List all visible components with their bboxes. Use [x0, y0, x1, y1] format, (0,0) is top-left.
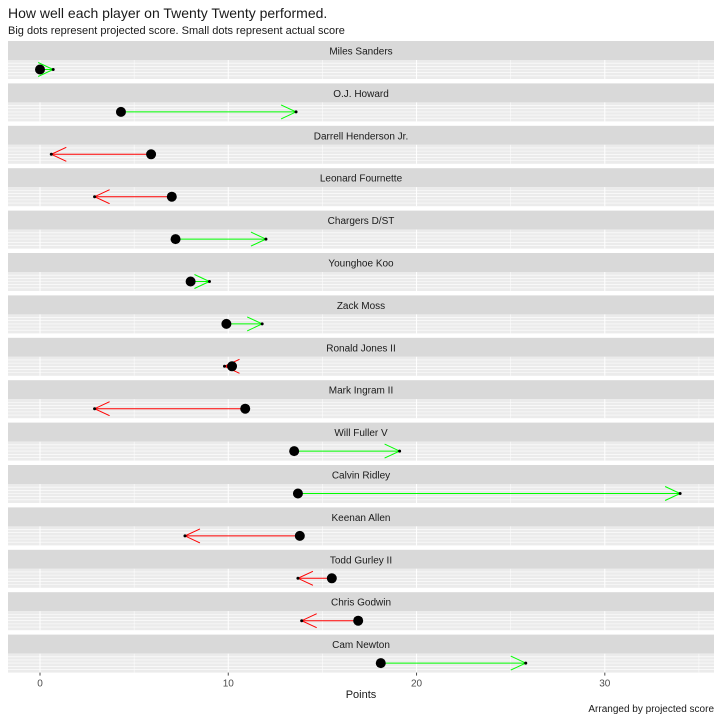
facet-label: Zack Moss — [337, 301, 385, 312]
facet-strip — [8, 168, 714, 188]
projected-score-dot — [35, 64, 46, 75]
facet-label: Cam Newton — [332, 640, 390, 651]
projected-score-dot — [326, 573, 337, 584]
facet-label: Younghoe Koo — [328, 259, 394, 270]
facet-label: Will Fuller V — [334, 428, 388, 439]
facet-label: Keenan Allen — [332, 513, 391, 524]
facet-label: Leonard Fournette — [320, 174, 403, 185]
facet-strip — [8, 634, 714, 654]
facet-label: Calvin Ridley — [332, 471, 390, 482]
facet-label: Darrell Henderson Jr. — [314, 131, 408, 142]
facet-panels: Miles Sanders O.J. Howard Darrell Henderso… — [8, 41, 714, 673]
facet-strip — [8, 549, 714, 569]
projected-score-dot — [240, 403, 251, 414]
actual-score-dot — [49, 152, 53, 156]
actual-score-dot — [207, 280, 211, 283]
projected-score-dot — [185, 276, 196, 287]
facet-strip — [8, 83, 714, 103]
facet-strip — [8, 295, 714, 315]
x-tick-label: 0 — [37, 679, 43, 690]
x-axis-title: Points — [346, 689, 377, 701]
facet-strip — [8, 337, 714, 357]
chart-caption: Arranged by projected score — [588, 704, 714, 715]
facet-strip — [8, 422, 714, 442]
facet-panel: Will Fuller V — [8, 422, 714, 461]
x-tick-label: 20 — [411, 679, 423, 690]
projected-score-dot — [115, 106, 126, 117]
projected-score-dot — [221, 318, 232, 329]
actual-score-dot — [296, 576, 300, 580]
facet-panel: Todd Gurley II — [8, 549, 714, 588]
projected-score-dot — [375, 658, 386, 669]
actual-score-dot — [264, 237, 268, 241]
facet-panel: Cam Newton — [8, 634, 714, 673]
facet-label: Todd Gurley II — [330, 555, 392, 566]
facet-panel: Darrell Henderson Jr. — [8, 125, 714, 164]
actual-score-dot — [524, 661, 528, 665]
x-tick-label: 30 — [599, 679, 611, 690]
actual-score-dot — [398, 449, 402, 453]
facet-strip — [8, 41, 714, 60]
facet-strip — [8, 125, 714, 145]
actual-score-dot — [93, 195, 97, 199]
facet-label: Chargers D/ST — [328, 216, 395, 227]
facet-label: Ronald Jones II — [326, 343, 396, 354]
projected-score-dot — [170, 234, 181, 245]
facet-panel: Chargers D/ST — [8, 210, 714, 249]
facet-label: Chris Godwin — [331, 598, 391, 609]
facet-panel: Ronald Jones II — [8, 337, 714, 376]
projected-score-dot — [292, 488, 303, 499]
actual-score-dot — [294, 110, 298, 114]
chart-subtitle: Big dots represent projected score. Smal… — [8, 25, 345, 37]
facet-strip — [8, 210, 714, 230]
facet-label: O.J. Howard — [333, 89, 389, 100]
facet-panel: Zack Moss — [8, 295, 714, 334]
actual-score-dot — [300, 619, 304, 623]
actual-score-dot — [260, 322, 264, 326]
facet-panel: Leonard Fournette — [8, 168, 714, 207]
facet-panel: Calvin Ridley — [8, 465, 714, 503]
facet-panel: Younghoe Koo — [8, 253, 714, 291]
facet-panel: Chris Godwin — [8, 592, 714, 631]
actual-score-dot — [183, 534, 187, 538]
actual-score-dot — [678, 492, 682, 495]
facet-label: Miles Sanders — [329, 47, 392, 58]
projected-score-dot — [166, 191, 177, 202]
actual-score-dot — [51, 68, 55, 71]
actual-score-dot — [93, 407, 97, 411]
facet-strip — [8, 507, 714, 527]
facet-panel: Keenan Allen — [8, 507, 714, 546]
projected-score-dot — [294, 530, 305, 541]
facet-strip — [8, 465, 714, 484]
chart-title: How well each player on Twenty Twenty pe… — [8, 5, 328, 21]
facet-panel: Mark Ingram II — [8, 380, 714, 419]
projected-score-dot — [146, 149, 157, 160]
facet-label: Mark Ingram II — [329, 386, 393, 397]
facet-strip — [8, 253, 714, 272]
projected-score-dot — [227, 361, 238, 372]
actual-score-dot — [223, 364, 227, 368]
x-axis: 0 10 20 30 — [37, 672, 611, 690]
projected-score-dot — [353, 615, 364, 626]
projected-score-dot — [289, 446, 300, 457]
facet-strip — [8, 592, 714, 612]
facet-strip — [8, 380, 714, 400]
facet-panel: Miles Sanders — [8, 41, 714, 79]
x-tick-label: 10 — [223, 679, 235, 690]
facet-panel: O.J. Howard — [8, 83, 714, 122]
